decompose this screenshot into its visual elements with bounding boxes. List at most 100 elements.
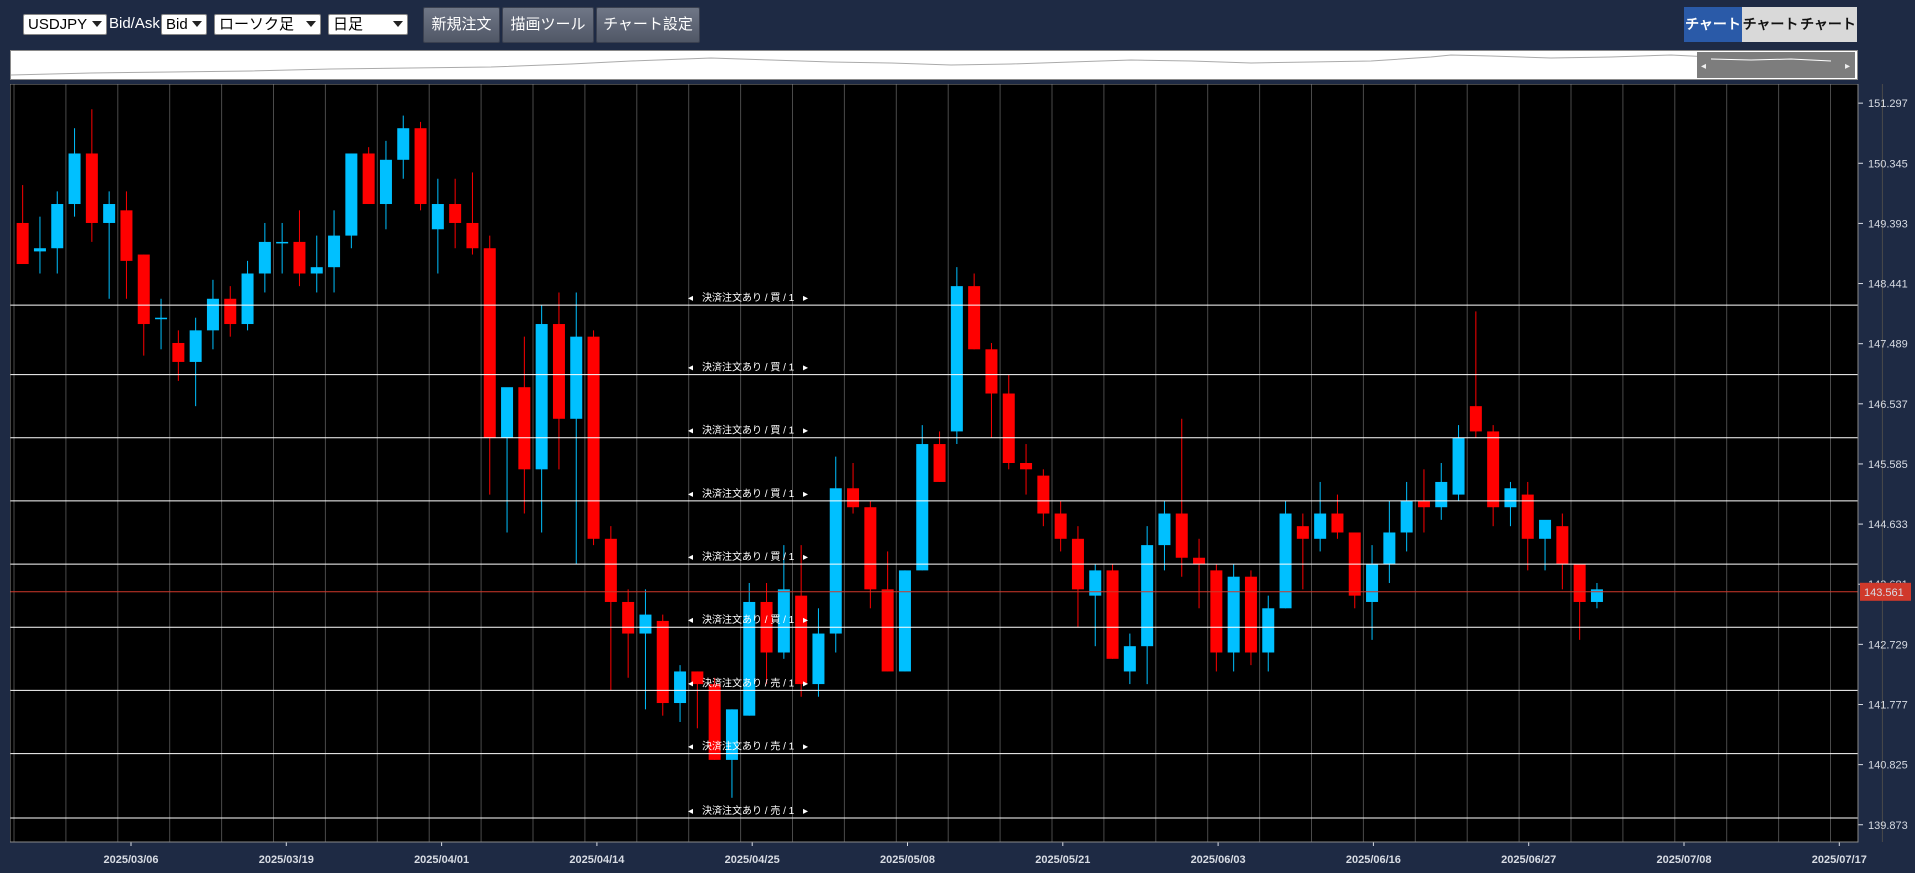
order-arrow-left-icon: ◂ bbox=[688, 363, 693, 374]
navigator-price-line bbox=[11, 54, 1832, 76]
candle-body bbox=[656, 620, 669, 704]
order-arrow-left-icon: ◂ bbox=[688, 293, 693, 304]
candle-body bbox=[795, 595, 808, 685]
x-tick-label: 2025/06/03 bbox=[1191, 854, 1246, 866]
order-arrow-left-icon: ◂ bbox=[688, 552, 693, 563]
candle-body bbox=[397, 128, 410, 160]
candle-body bbox=[1227, 576, 1240, 653]
candle-body bbox=[155, 317, 168, 320]
candle-body bbox=[33, 248, 46, 252]
candle-body bbox=[483, 248, 496, 438]
candle-body bbox=[1366, 564, 1379, 602]
x-tick-label: 2025/05/21 bbox=[1035, 854, 1090, 866]
candle-body bbox=[1521, 494, 1534, 539]
chevron-down-icon bbox=[306, 21, 316, 27]
tab-chart2[interactable]: チャート2 bbox=[1742, 7, 1799, 67]
symbol-select[interactable]: USDJPY bbox=[23, 14, 107, 35]
tab-chart3[interactable]: チャート3 bbox=[1799, 7, 1857, 67]
y-tick-label: 144.633 bbox=[1868, 519, 1908, 531]
x-tick-label: 2025/06/27 bbox=[1501, 854, 1556, 866]
chevron-down-icon bbox=[92, 21, 102, 27]
bidask-select[interactable]: Bid bbox=[161, 14, 207, 35]
symbol-value: USDJPY bbox=[28, 16, 88, 33]
candle-body bbox=[379, 159, 392, 205]
candle-body bbox=[1244, 576, 1257, 653]
x-tick-label: 2025/05/08 bbox=[880, 854, 935, 866]
candle-body bbox=[985, 349, 998, 394]
candle-body bbox=[1089, 570, 1102, 596]
navigator-window[interactable] bbox=[1697, 52, 1855, 78]
candle-body bbox=[1590, 589, 1603, 602]
candle-body bbox=[1435, 481, 1448, 508]
y-tick-label: 148.441 bbox=[1868, 279, 1908, 291]
candle-body bbox=[103, 204, 116, 223]
candle-body bbox=[535, 324, 548, 470]
candle-body bbox=[431, 204, 444, 230]
order-arrow-left-icon: ◂ bbox=[688, 489, 693, 500]
chart-navigator[interactable]: ◂ ▸ bbox=[10, 50, 1858, 80]
candle-body bbox=[570, 336, 583, 419]
order-arrow-right-icon: ▸ bbox=[803, 615, 808, 626]
candle-body bbox=[189, 330, 202, 362]
candle-body bbox=[604, 538, 617, 602]
y-tick-label: 150.345 bbox=[1868, 158, 1908, 170]
candle-body bbox=[1037, 475, 1050, 514]
order-arrow-left-icon: ◂ bbox=[688, 806, 693, 817]
candle-body bbox=[68, 153, 81, 205]
candle-body bbox=[1020, 463, 1033, 470]
candle-body bbox=[847, 488, 860, 508]
x-tick-label: 2025/04/01 bbox=[414, 854, 469, 866]
candle-body bbox=[708, 684, 721, 760]
y-tick-label: 140.825 bbox=[1868, 760, 1908, 772]
y-tick-label: 139.873 bbox=[1868, 820, 1908, 832]
timeframe-select[interactable]: 日足 bbox=[328, 14, 408, 35]
order-line-label: 決済注文あり / 買 / 1 bbox=[702, 550, 795, 563]
candle-body bbox=[51, 204, 64, 249]
candle-body bbox=[639, 614, 652, 634]
order-arrow-right-icon: ▸ bbox=[803, 806, 808, 817]
order-arrow-left-icon: ◂ bbox=[688, 426, 693, 437]
chart-type-select[interactable]: ローソク足 bbox=[214, 14, 321, 35]
order-arrow-left-icon: ◂ bbox=[688, 678, 693, 689]
candle-body bbox=[328, 235, 341, 268]
candle-body bbox=[950, 286, 963, 432]
price-chart[interactable]: ◂ 決済注文あり / 買 / 1 ▸ ◂ 決済注文あり / 買 / 1 ▸ ◂ 決済注文あり … bbox=[10, 84, 1915, 873]
order-arrow-right-icon: ▸ bbox=[803, 742, 808, 753]
order-arrow-right-icon: ▸ bbox=[803, 426, 808, 437]
chart-type-value: ローソク足 bbox=[219, 16, 295, 33]
draw-tool-button[interactable]: 描画ツール bbox=[502, 7, 594, 43]
candle-body bbox=[864, 507, 877, 590]
toolbar: USDJPY Bid/Ask Bid ローソク足 日足 新規注文 描画ツール チ… bbox=[0, 0, 1915, 67]
candle-body bbox=[1002, 393, 1015, 463]
candle-body bbox=[1383, 532, 1396, 565]
candle-body bbox=[1487, 431, 1500, 508]
candle-body bbox=[466, 222, 479, 249]
candle-body bbox=[1417, 500, 1430, 508]
x-tick-label: 2025/07/08 bbox=[1656, 854, 1711, 866]
chevron-down-icon bbox=[192, 21, 202, 27]
candle-body bbox=[120, 210, 133, 261]
candle-body bbox=[1279, 513, 1292, 609]
order-line-label: 決済注文あり / 買 / 1 bbox=[702, 424, 795, 437]
candle-body bbox=[1123, 646, 1136, 672]
tab-chart1[interactable]: チャート1 bbox=[1684, 7, 1742, 67]
order-arrow-right-icon: ▸ bbox=[803, 489, 808, 500]
y-tick-label: 147.489 bbox=[1868, 339, 1908, 351]
order-line-label: 決済注文あり / 買 / 1 bbox=[702, 487, 795, 500]
new-order-button[interactable]: 新規注文 bbox=[423, 7, 500, 43]
right-arrow-icon: ▸ bbox=[1845, 61, 1850, 72]
candle-body bbox=[812, 633, 825, 685]
order-line-label: 決済注文あり / 買 / 1 bbox=[702, 613, 795, 626]
chart-settings-button[interactable]: チャート設定 bbox=[596, 7, 700, 43]
candle-body bbox=[1469, 406, 1482, 432]
y-tick-label: 145.585 bbox=[1868, 459, 1908, 471]
candle-body bbox=[743, 601, 756, 716]
y-tick-label: 146.537 bbox=[1868, 399, 1908, 411]
candle-body bbox=[1314, 513, 1327, 539]
x-tick-label: 2025/07/17 bbox=[1812, 854, 1867, 866]
left-arrow-icon: ◂ bbox=[1701, 61, 1706, 72]
candle-body bbox=[1210, 570, 1223, 653]
candle-body bbox=[310, 267, 323, 274]
x-tick-label: 2025/03/19 bbox=[259, 854, 314, 866]
order-arrow-left-icon: ◂ bbox=[688, 742, 693, 753]
